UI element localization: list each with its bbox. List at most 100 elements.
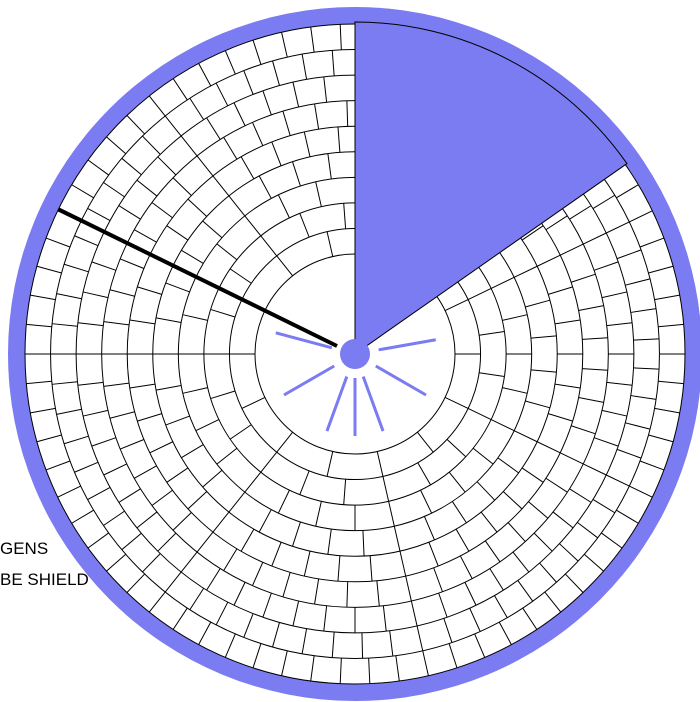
cell-divider xyxy=(301,54,308,80)
cell-divider xyxy=(395,655,400,682)
cell-divider xyxy=(212,175,230,197)
cell-divider xyxy=(276,431,294,453)
cell-divider xyxy=(654,294,680,301)
cell-divider xyxy=(187,491,208,510)
cell-divider xyxy=(243,613,254,638)
cell-divider xyxy=(272,622,280,648)
cell-divider xyxy=(187,198,208,217)
cell-divider xyxy=(282,110,291,136)
cell-divider xyxy=(343,479,347,505)
cell-divider xyxy=(455,528,470,552)
cell-divider xyxy=(633,367,660,370)
cell-divider xyxy=(216,243,238,261)
cell-divider xyxy=(103,382,130,387)
cell-divider xyxy=(571,273,596,283)
cell-divider xyxy=(539,562,557,583)
cell-divider xyxy=(633,338,660,341)
cell-divider xyxy=(262,592,272,618)
cell-divider xyxy=(216,447,238,465)
cell-divider xyxy=(368,658,371,684)
caption-line-2: BE SHIELD xyxy=(0,570,89,589)
cell-divider xyxy=(548,413,573,422)
cell-divider xyxy=(578,305,604,311)
cell-divider xyxy=(337,555,341,582)
cell-divider xyxy=(241,396,266,409)
cell-divider xyxy=(583,553,604,572)
burst-lines xyxy=(275,290,437,436)
cell-divider xyxy=(165,282,190,293)
cell-divider xyxy=(369,555,373,582)
cell-divider xyxy=(103,463,127,476)
cell-divider xyxy=(592,194,616,210)
cell-divider xyxy=(223,137,238,160)
cell-divider xyxy=(433,567,443,592)
cell-divider xyxy=(126,115,145,135)
cell-divider xyxy=(57,485,81,498)
cell-divider xyxy=(490,276,515,289)
cell-divider xyxy=(548,286,573,295)
cell-divider xyxy=(583,232,607,245)
cell-divider xyxy=(258,175,272,199)
cell-divider xyxy=(513,265,538,278)
cell-divider xyxy=(517,580,534,602)
cell-divider xyxy=(103,182,125,198)
cell-divider xyxy=(180,551,198,573)
cell-divider xyxy=(87,207,111,222)
cell-divider xyxy=(56,408,82,415)
cell-divider xyxy=(592,498,616,514)
cell-divider xyxy=(106,136,127,155)
cell-divider xyxy=(498,621,512,645)
cell-divider xyxy=(630,308,657,313)
cell-divider xyxy=(206,568,221,591)
cell-divider xyxy=(166,225,189,241)
cell-divider xyxy=(376,580,380,607)
cell-divider xyxy=(157,532,177,552)
cell-divider xyxy=(416,431,434,453)
cell-divider xyxy=(629,485,653,498)
cell-divider xyxy=(136,179,158,197)
cell-divider xyxy=(240,528,255,552)
cell-divider xyxy=(106,553,127,572)
cell-divider xyxy=(164,571,182,593)
cell-divider xyxy=(142,553,161,573)
cell-divider xyxy=(639,460,665,471)
cell-divider xyxy=(172,78,188,101)
cell-divider xyxy=(118,488,141,503)
cell-divider xyxy=(606,381,633,386)
cell-divider xyxy=(654,407,680,414)
cell-divider xyxy=(276,255,294,277)
cell-divider xyxy=(172,512,192,531)
cell-divider xyxy=(658,323,684,328)
cell-divider xyxy=(601,291,628,299)
cell-divider xyxy=(151,489,173,506)
cell-divider xyxy=(56,293,82,300)
cell-divider xyxy=(292,161,301,187)
cell-divider xyxy=(480,511,498,533)
cell-divider xyxy=(244,471,262,493)
cell-divider xyxy=(45,237,71,248)
cell-divider xyxy=(63,435,89,445)
cell-divider xyxy=(189,588,205,611)
cell-divider xyxy=(206,117,221,140)
cell-divider xyxy=(490,419,515,432)
cell-divider xyxy=(118,205,141,220)
cell-divider xyxy=(382,476,390,502)
cell-divider xyxy=(82,409,109,417)
cell-divider xyxy=(109,289,135,297)
cell-divider xyxy=(244,215,262,237)
cell-divider xyxy=(639,237,665,248)
cell-divider xyxy=(137,413,162,422)
cell-divider xyxy=(77,381,104,386)
cell-divider xyxy=(26,380,52,385)
cell-divider xyxy=(281,32,288,58)
caption-line-1: GENS xyxy=(0,539,49,558)
cell-divider xyxy=(560,243,584,256)
cell-divider xyxy=(182,387,208,394)
cell-divider xyxy=(327,529,332,555)
cell-divider xyxy=(467,287,492,300)
cell-divider xyxy=(215,82,229,107)
cell-divider xyxy=(310,26,315,53)
cell-divider xyxy=(260,235,278,257)
cell-divider xyxy=(423,516,435,541)
